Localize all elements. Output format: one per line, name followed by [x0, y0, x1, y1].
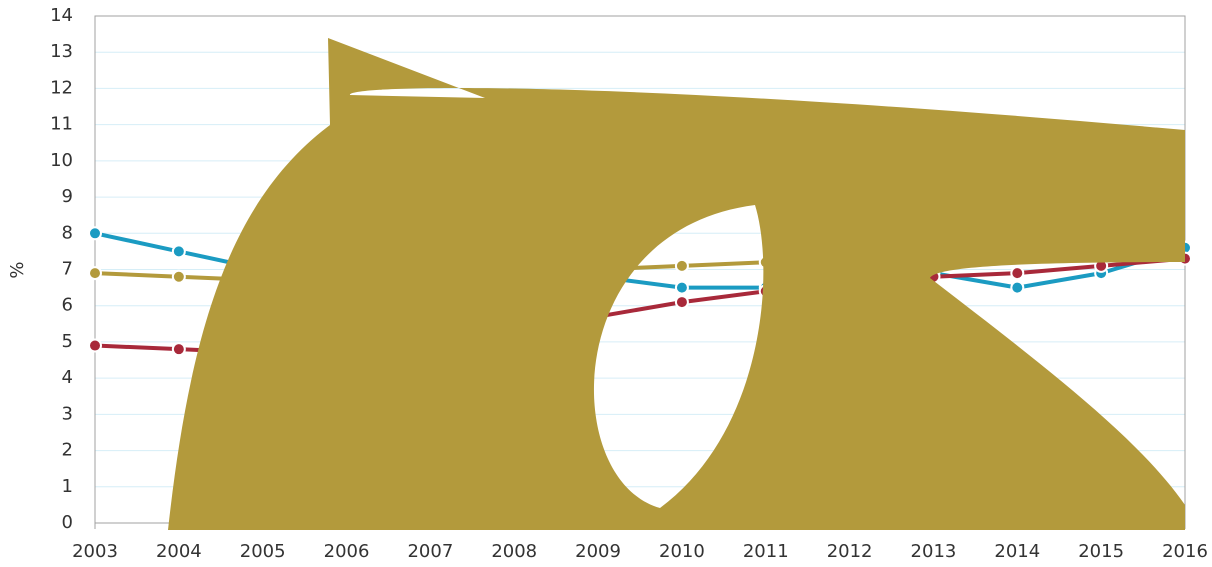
data-point [171, 269, 186, 284]
x-tick-label: 2011 [743, 541, 789, 562]
y-tick-label: 1 [62, 476, 73, 497]
y-tick-label: 4 [62, 367, 73, 388]
data-point [88, 338, 102, 353]
y-tick-label: 13 [50, 41, 73, 62]
x-tick-label: 2008 [491, 541, 537, 562]
y-axis-label: % [7, 261, 28, 278]
y-tick-label: 2 [62, 440, 73, 461]
x-tick-label: 2016 [1162, 541, 1208, 562]
data-point [1010, 280, 1025, 295]
x-tick-label: 2010 [659, 541, 705, 562]
y-tick-label: 5 [62, 331, 73, 352]
data-point [88, 266, 102, 281]
x-tick-label: 2012 [827, 541, 873, 562]
data-point [171, 244, 186, 259]
y-tick-label: 9 [62, 186, 73, 207]
data-point [674, 280, 689, 295]
overlay-shape [168, 38, 1185, 530]
x-tick-label: 2007 [407, 541, 453, 562]
y-tick-label: 6 [62, 295, 73, 316]
data-point [171, 342, 186, 357]
x-tick-label: 2005 [240, 541, 286, 562]
x-tick-label: 2003 [72, 541, 118, 562]
data-point [674, 295, 689, 310]
y-tick-label: 8 [62, 222, 73, 243]
data-point [1010, 266, 1025, 281]
x-tick-label: 2013 [911, 541, 957, 562]
data-point [674, 258, 689, 273]
y-tick-label: 10 [50, 150, 73, 171]
y-tick-label: 12 [50, 77, 73, 98]
x-tick-label: 2015 [1078, 541, 1124, 562]
x-tick-label: 2006 [324, 541, 370, 562]
y-tick-label: 11 [50, 114, 73, 135]
y-tick-label: 0 [62, 512, 73, 533]
y-tick-label: 7 [62, 259, 73, 280]
x-tick-label: 2014 [994, 541, 1040, 562]
x-tick-label: 2009 [575, 541, 621, 562]
y-tick-label: 14 [50, 5, 73, 26]
y-tick-label: 3 [62, 403, 73, 424]
x-tick-label: 2004 [156, 541, 202, 562]
data-point [88, 226, 102, 241]
